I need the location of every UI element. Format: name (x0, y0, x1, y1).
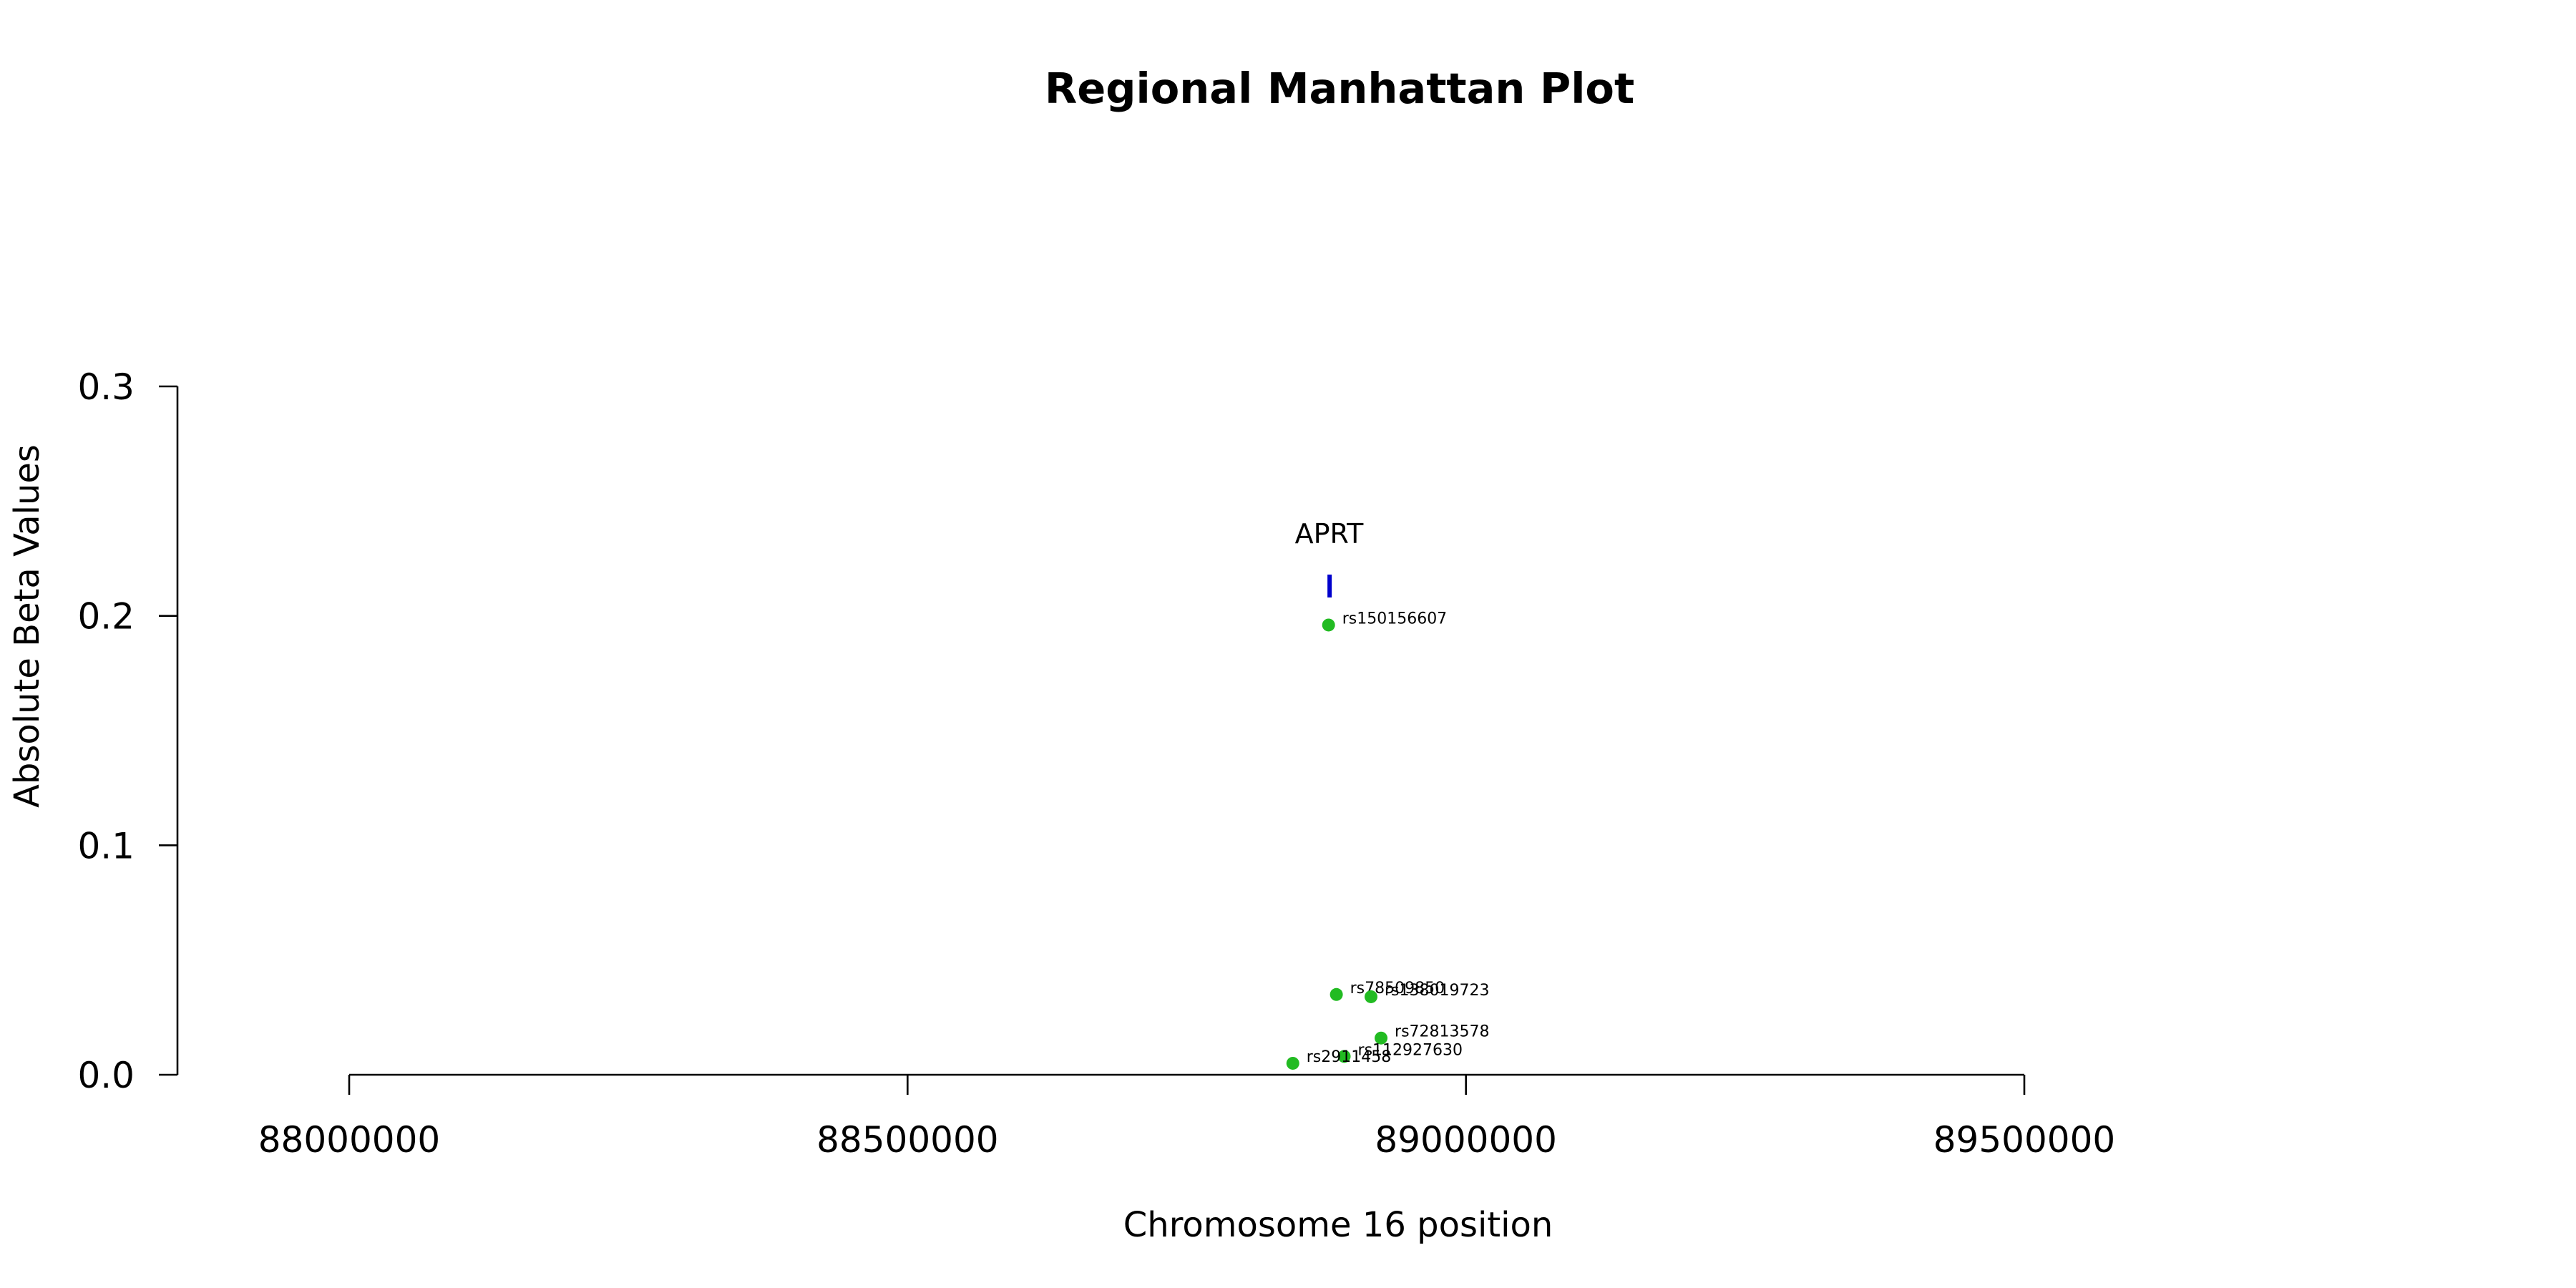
data-point (1375, 1031, 1388, 1045)
point-label: rs72813578 (1395, 1023, 1489, 1041)
point-label: rs2911458 (1307, 1048, 1392, 1066)
point-label: rs138019723 (1385, 982, 1489, 1000)
data-point (1322, 618, 1335, 632)
point-label: rs112927630 (1358, 1041, 1463, 1059)
y-tick-label: 0.1 (77, 825, 135, 867)
point-label: rs150156607 (1342, 610, 1447, 628)
data-point (1337, 1050, 1351, 1063)
y-axis-ticks: 0.0 0.1 0.2 0.3 (77, 366, 177, 1096)
data-point (1365, 990, 1378, 1003)
gene-track: APRT (1295, 518, 1365, 597)
chart-title: Regional Manhattan Plot (1045, 64, 1634, 113)
x-tick-label: 88500000 (816, 1119, 999, 1161)
gene-bar (1327, 574, 1332, 597)
data-point (1286, 1056, 1299, 1070)
x-tick-label: 89000000 (1375, 1119, 1557, 1161)
y-tick-label: 0.3 (77, 366, 135, 408)
x-tick-label: 88000000 (258, 1119, 441, 1161)
gene-label: APRT (1295, 518, 1365, 550)
data-points: rs150156607rs78509850rs138019723rs728135… (1286, 610, 1490, 1070)
data-point (1330, 987, 1343, 1001)
y-tick-label: 0.2 (77, 596, 135, 638)
y-tick-label: 0.0 (77, 1055, 135, 1096)
x-axis-title: Chromosome 16 position (1123, 1205, 1553, 1245)
x-axis-ticks: 88000000 88500000 89000000 89500000 (258, 1075, 2116, 1161)
x-tick-label: 89500000 (1933, 1119, 2116, 1161)
y-axis-title: Absolute Beta Values (7, 444, 47, 808)
